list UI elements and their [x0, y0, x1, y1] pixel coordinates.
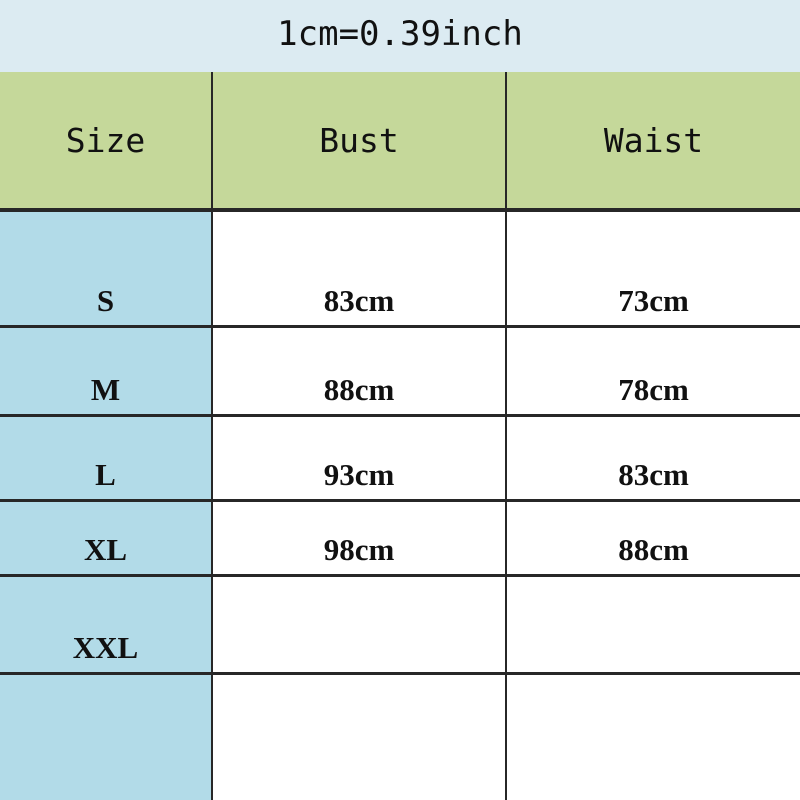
table-body: S 83cm 73cm M 88cm 78cm L [0, 212, 800, 800]
cell-waist-value: 88cm [618, 532, 689, 567]
column-header-bust: Bust [211, 72, 505, 208]
cell-bust: 98cm [211, 502, 505, 574]
cell-size: L [0, 417, 211, 499]
cell-waist: 83cm [505, 417, 800, 499]
table-row: XXL 103cm 93cm [0, 577, 800, 708]
cell-bust: 93cm [211, 417, 505, 499]
cell-size-value: L [95, 457, 116, 492]
table-row: M 88cm 78cm [0, 328, 800, 417]
cell-waist: 78cm [505, 328, 800, 414]
cell-size-value: XL [83, 532, 128, 567]
column-header-size: Size [0, 72, 211, 208]
cell-size-empty [0, 675, 211, 800]
column-header-waist: Waist [505, 72, 800, 208]
cell-size: XXL [0, 577, 211, 672]
cell-waist-value: 73cm [618, 283, 689, 318]
column-header-bust-label: Bust [319, 120, 399, 160]
table-row: XL 98cm 88cm [0, 502, 800, 577]
cell-bust: 103cm [211, 577, 505, 708]
cell-bust: 88cm [211, 328, 505, 414]
conversion-note-band: 1cm=0.39inch [0, 0, 800, 72]
table-header-row: Size Bust Waist [0, 72, 800, 212]
cell-bust-value: 88cm [323, 372, 395, 407]
cell-waist: 88cm [505, 502, 800, 574]
cell-size-value: XXL [72, 630, 139, 665]
cell-size-value: M [90, 372, 121, 407]
cell-size-value: S [96, 283, 115, 318]
column-header-waist-label: Waist [603, 120, 704, 160]
cell-waist-empty [505, 675, 800, 800]
conversion-note-text: 1cm=0.39inch [277, 14, 523, 54]
cell-size: XL [0, 502, 211, 574]
cell-bust-value: 93cm [323, 457, 395, 492]
cell-bust-value: 83cm [323, 283, 395, 318]
cell-waist-value: 78cm [618, 372, 689, 407]
cell-bust-value: 98cm [323, 532, 395, 567]
cell-size: S [0, 212, 211, 325]
cell-bust-empty [211, 675, 505, 800]
table-row: S 83cm 73cm [0, 212, 800, 328]
cell-waist-value: 83cm [618, 457, 689, 492]
cell-bust: 83cm [211, 212, 505, 325]
table-row: L 93cm 83cm [0, 417, 800, 502]
column-header-size-label: Size [65, 120, 146, 160]
cell-waist: 93cm [505, 577, 800, 708]
table-row-partial [0, 675, 800, 800]
cell-waist: 73cm [505, 212, 800, 325]
cell-size: M [0, 328, 211, 414]
